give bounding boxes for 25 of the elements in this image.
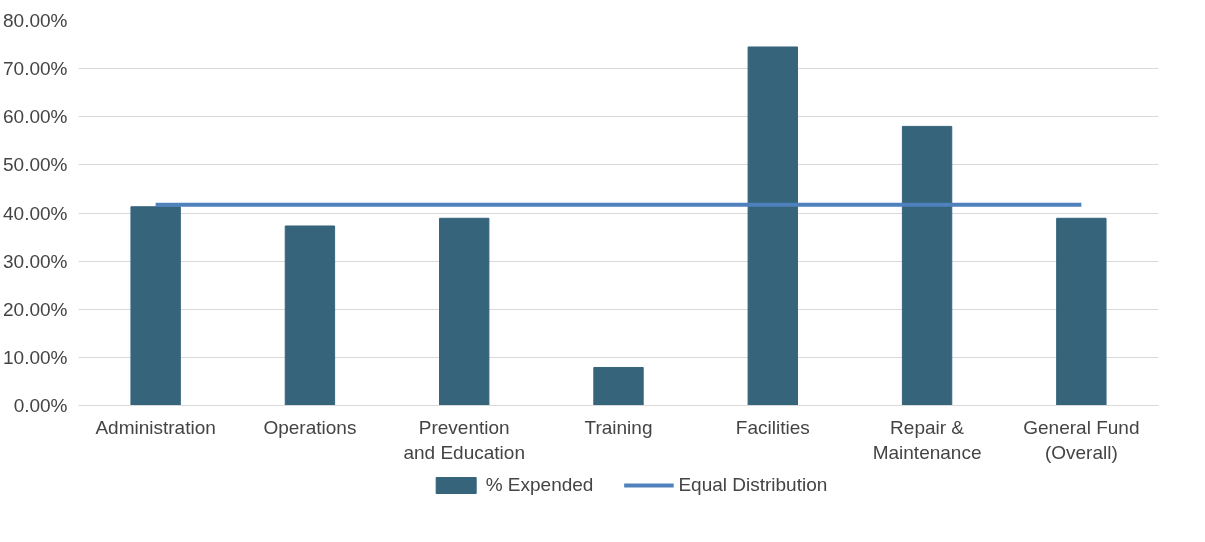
x-tick-label: Operations — [263, 416, 357, 438]
bar — [130, 206, 181, 406]
legend-label: % Expended — [485, 474, 594, 496]
bar — [901, 125, 953, 406]
y-tick-label: 70.00% — [3, 58, 68, 80]
bar — [747, 46, 798, 406]
x-tick-label: Repair & Maintenance — [872, 416, 982, 463]
x-tick-label: Training — [584, 416, 653, 438]
y-tick-label: 10.00% — [3, 346, 68, 368]
bar — [284, 225, 336, 406]
y-tick-label: 50.00% — [3, 154, 68, 176]
x-tick-label: Facilities — [735, 416, 810, 438]
y-tick-label: 0.00% — [13, 395, 68, 416]
bar — [439, 217, 490, 406]
y-tick-label: 60.00% — [3, 106, 68, 128]
x-tick-label: Prevention and Education — [403, 416, 525, 463]
y-tick-label: 20.00% — [3, 298, 68, 320]
y-tick-label: 30.00% — [3, 250, 68, 272]
bar — [593, 366, 644, 406]
bar — [1056, 217, 1107, 406]
y-tick-label: 80.00% — [3, 10, 68, 31]
y-tick-label: 40.00% — [3, 202, 68, 224]
x-tick-label: Administration — [95, 416, 216, 438]
legend-label: Equal Distribution — [678, 474, 828, 496]
x-tick-label: General Fund (Overall) — [1023, 416, 1140, 463]
